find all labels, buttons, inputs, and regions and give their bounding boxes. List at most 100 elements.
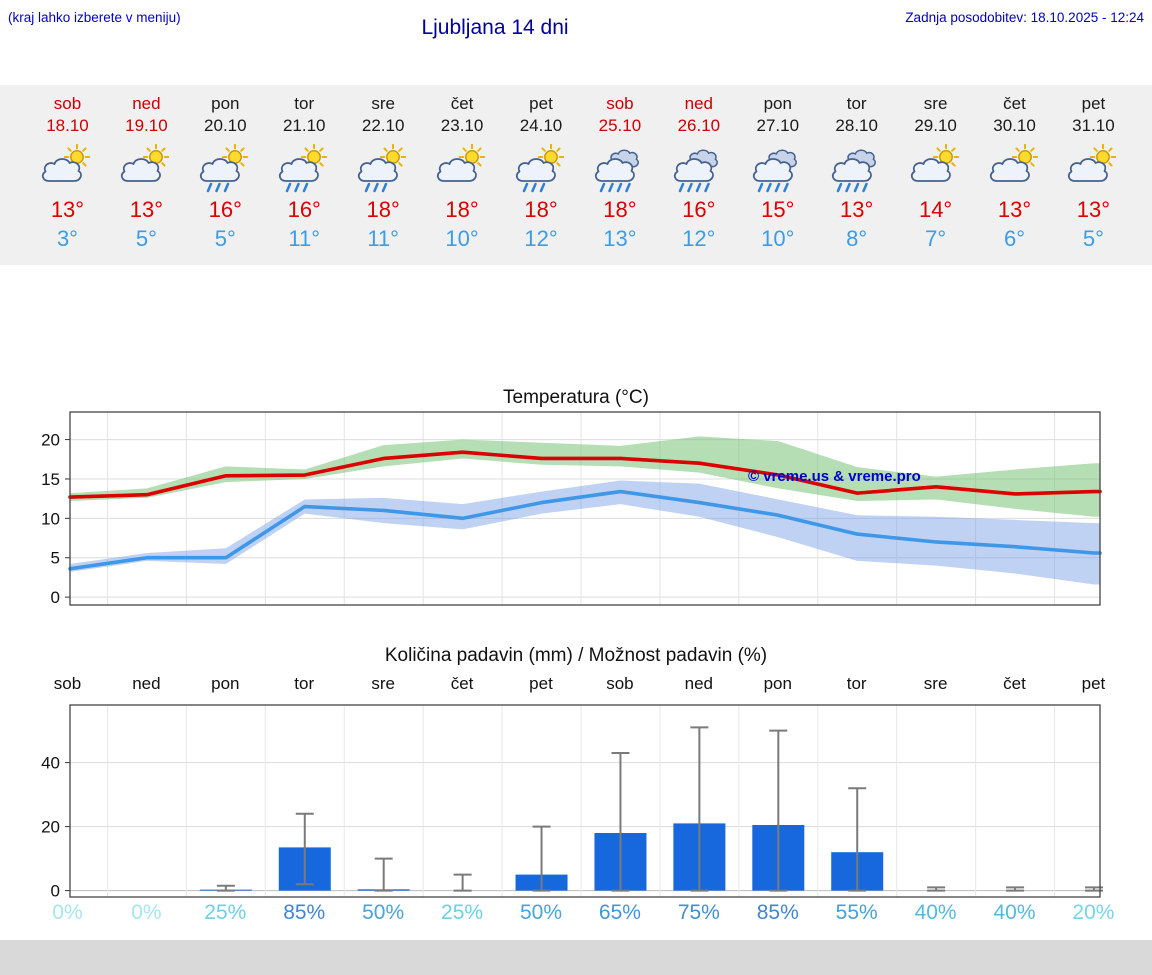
day-column: čet 30.10 13° 6° [975,85,1054,252]
precip-probability: 20% [1072,901,1115,924]
cloud-rain-icon [749,144,807,194]
precip-day-label: tor [846,674,867,693]
day-date: 26.10 [677,116,721,136]
precip-probability: 40% [914,901,957,924]
forecast-days-strip: sob 18.10 13° 3° ned 19.10 13° 5° pon 20.10 16° 5° t… [0,85,1152,265]
temp-max: 14° [918,197,953,223]
temp-max: 16° [682,197,716,223]
temp-min: 12° [682,226,716,252]
day-column: pon 20.10 16° 5° [186,85,265,252]
day-column: sob 18.10 13° 3° [28,85,107,252]
day-column: sre 22.10 18° 11° [344,85,423,252]
precip-ytick-label: 0 [51,882,60,900]
cloud-rain-icon [591,144,649,194]
day-date: 25.10 [598,116,642,136]
temp-ytick-label: 15 [41,470,60,489]
day-column: pon 27.10 15° 10° [738,85,817,252]
temp-min: 5° [214,226,236,252]
day-column: sob 25.10 18° 13° [580,85,659,252]
precip-probability: 50% [519,901,562,924]
precip-day-label: čet [1003,674,1026,693]
precip-ytick-label: 40 [41,754,60,773]
temperature-chart: 0 5 10 15 20 [41,411,1102,607]
day-date: 27.10 [756,116,800,136]
temp-min: 12° [524,226,558,252]
temp-band-0 [70,436,1100,517]
sun-cloud-rain-icon [512,143,570,194]
precip-day-label: sob [606,674,634,693]
temp-min: 6° [1004,226,1026,252]
day-column: pet 31.10 13° 5° [1054,85,1133,252]
day-column: ned 19.10 13° 5° [107,85,186,252]
temp-max: 15° [761,197,795,223]
precip-probability: 50% [362,901,405,924]
precip-day-label: sob [53,674,82,693]
cloud-rain-icon [670,144,728,194]
temp-line-0 [68,450,1102,499]
precip-day-label: ned [684,674,714,693]
temp-min: 11° [288,226,321,252]
temp-ytick-label: 10 [41,509,60,528]
day-name: ned [132,94,161,113]
day-date: 23.10 [440,116,484,136]
temp-ytick-label: 20 [41,431,60,450]
precip-probability: 65% [598,901,641,924]
precip-day-label: pet [529,674,553,693]
precip-day-label: ned [132,674,161,693]
precip-probability: 75% [677,901,720,924]
day-date: 30.10 [993,116,1036,136]
last-updated-text: Zadnja posodobitev: 18.10.2025 - 12:24 [905,10,1144,25]
temp-min: 5° [1082,226,1104,252]
temp-line-1 [68,489,1102,571]
day-name: pet [529,94,553,113]
forecast-days-columns: sob 18.10 13° 3° ned 19.10 13° 5° pon 20.10 16° 5° t… [28,85,1133,252]
precip-probability-row: 0% 0% 25% 85% 50% 25% 50% 65% 75% 85% 55% 40% 40% 20% [28,901,1133,925]
day-name: tor [294,94,315,113]
temp-ytick-label: 5 [51,549,60,568]
temp-min: 5° [135,226,157,252]
sun-cloud-rain-icon [354,143,412,194]
day-name: pon [211,94,240,113]
temp-max: 13° [129,197,164,223]
day-date: 20.10 [204,116,247,136]
day-name: pon [763,94,792,113]
sun-cloud-icon [38,143,96,194]
temp-ytick-label: 0 [51,588,60,607]
temp-min: 3° [56,226,78,252]
sun-cloud-icon [117,143,175,194]
day-name: ned [684,94,714,113]
temp-max: 18° [524,197,558,223]
precip-day-label: sre [923,674,948,693]
day-date: 22.10 [361,116,405,136]
day-name: sob [53,94,82,113]
day-name: čet [1003,94,1026,113]
temp-min: 11° [367,226,399,252]
cloud-rain-icon [828,144,886,194]
day-column: tor 28.10 13° 8° [817,85,896,252]
temp-max: 16° [208,197,242,223]
day-name: tor [846,94,867,113]
day-column: čet 23.10 18° 10° [423,85,502,252]
day-date: 28.10 [835,116,878,136]
day-name: sre [371,94,395,113]
watermark-link[interactable]: © vreme.us & vreme.pro [748,468,921,485]
footer-bar [0,940,1152,975]
day-column: tor 21.10 16° 11° [265,85,344,252]
page-title: Ljubljana 14 dni [421,16,569,39]
sun-cloud-icon [986,143,1044,194]
day-column: sre 29.10 14° 7° [896,85,975,252]
precip-ytick-label: 20 [41,818,60,837]
temp-plot-bg [70,412,1100,605]
precipitation-chart: 0 20 40 [41,704,1103,900]
precip-day-label: pet [1081,674,1106,693]
precip-probability: 25% [204,901,247,924]
location-menu-hint: (kraj lahko izberete v meniju) [8,10,181,25]
sun-cloud-rain-icon [196,143,254,194]
day-date: 29.10 [914,116,957,136]
precip-probability: 55% [835,901,878,924]
temp-max: 18° [366,197,400,223]
day-date: 31.10 [1072,116,1115,136]
temperature-chart-title: Temperatura (°C) [503,387,649,408]
precip-probability: 85% [756,901,799,924]
